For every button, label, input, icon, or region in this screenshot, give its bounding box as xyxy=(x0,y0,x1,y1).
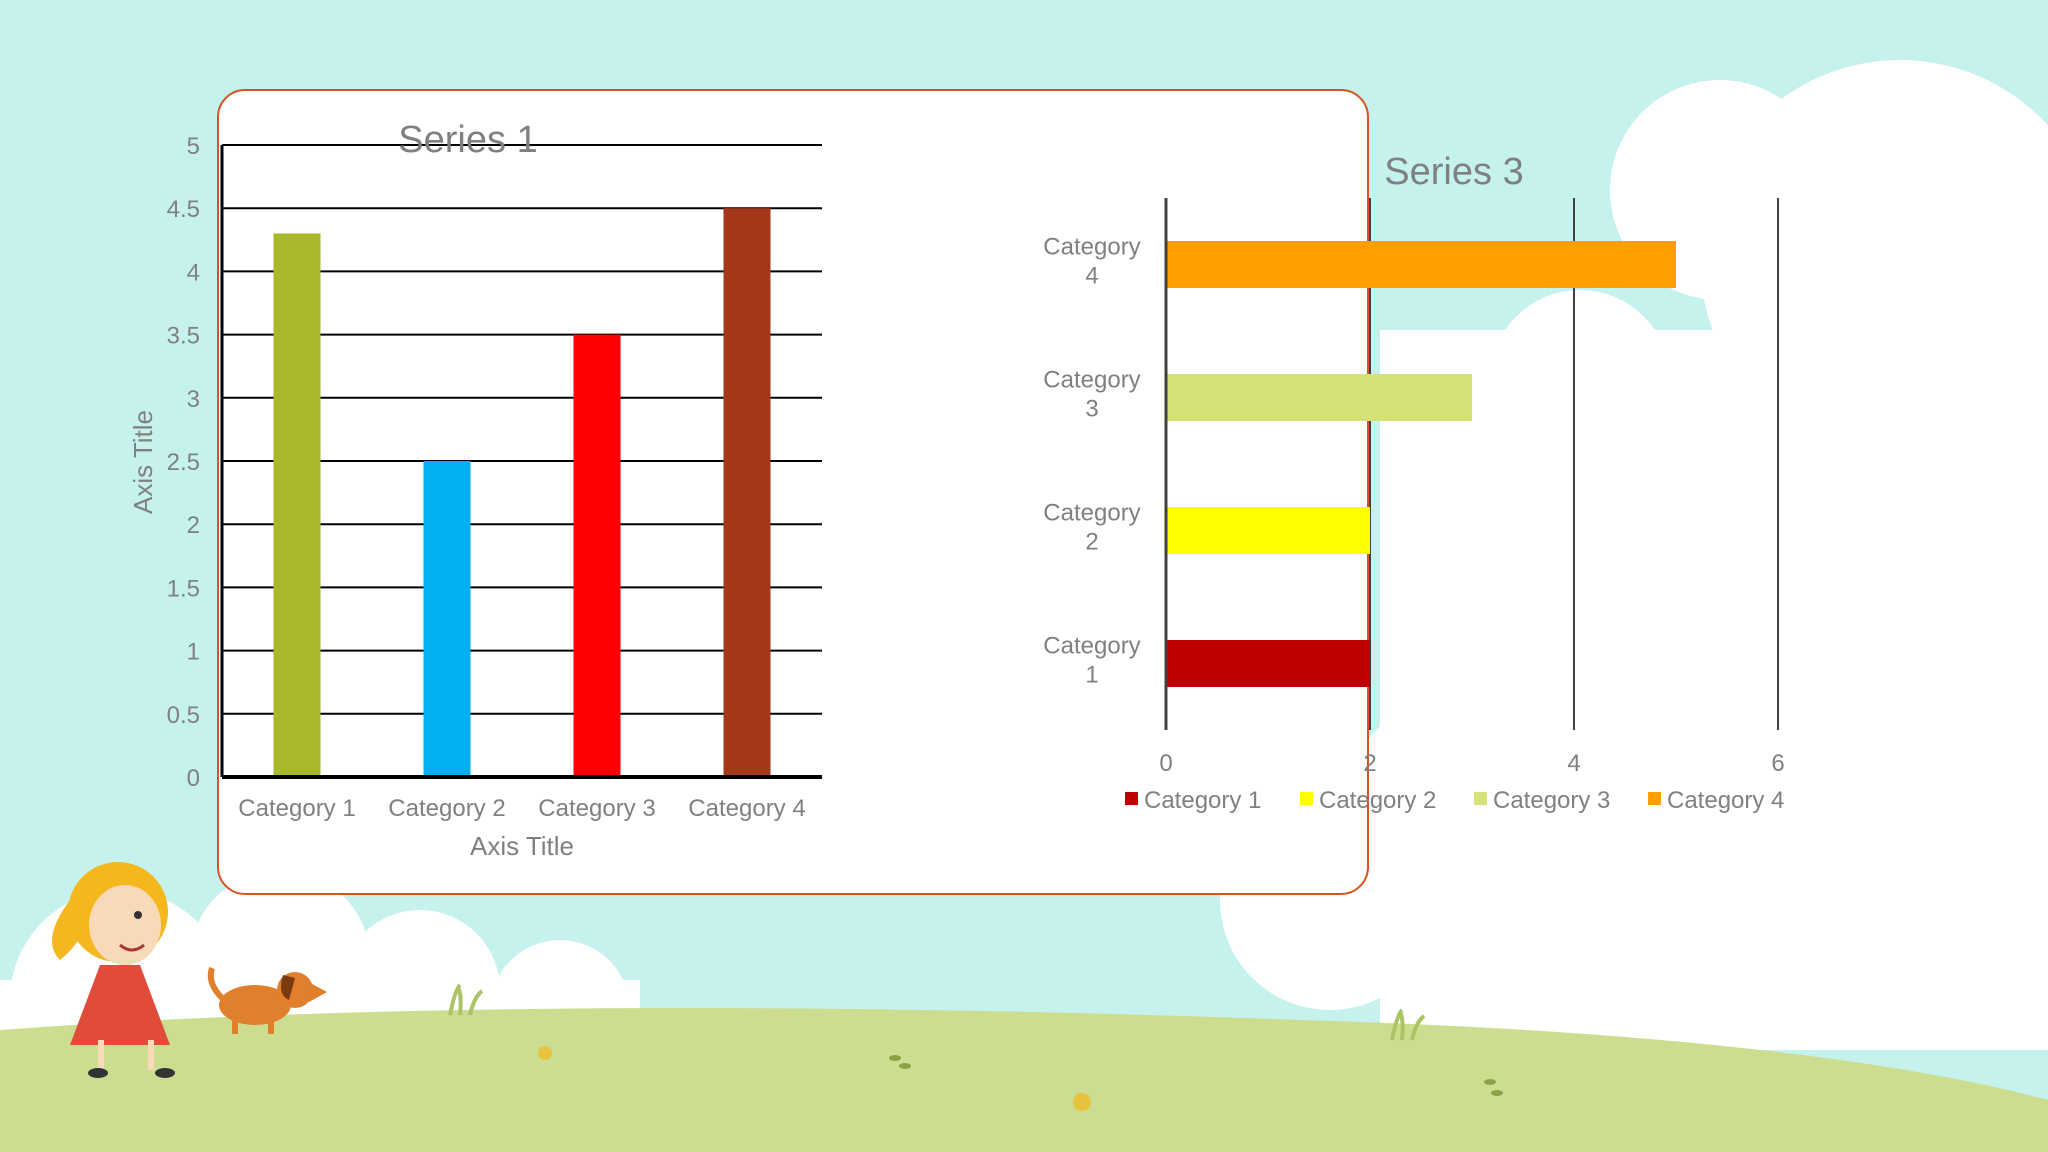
legend-label: Category 2 xyxy=(1319,787,1436,814)
x-tick-label: 6 xyxy=(1771,750,1784,777)
x-tick-label: Category 1 xyxy=(238,795,355,822)
girl-illustration xyxy=(52,862,175,1078)
leaf-decorations xyxy=(889,1055,1503,1096)
y-tick-label: 3 xyxy=(187,386,200,413)
dog-illustration xyxy=(207,967,327,1034)
y-tick-label: 2 xyxy=(187,512,200,539)
y-tick-label: 1 xyxy=(187,639,200,666)
x-axis-title: Axis Title xyxy=(470,831,574,861)
y-tick-label: 1.5 xyxy=(167,575,200,602)
y-tick-label: Category xyxy=(1043,234,1140,261)
x-tick-label: 0 xyxy=(1159,750,1172,777)
x-tick-label: Category 4 xyxy=(688,795,805,822)
bar xyxy=(273,233,321,778)
grass-tufts xyxy=(448,983,1426,1041)
gridlines xyxy=(222,144,822,715)
cloud-right xyxy=(1220,60,2048,1050)
chart-title: Series 3 xyxy=(1384,151,1523,193)
bar xyxy=(573,334,621,777)
x-tick-label: 4 xyxy=(1567,750,1580,777)
legend-swatch xyxy=(1474,792,1487,805)
bar xyxy=(723,208,771,777)
y-tick-label: 0 xyxy=(187,765,200,792)
chart-title: Series 1 xyxy=(398,119,537,161)
y-tick-labels: 0 0.5 1 1.5 2 2.5 3 3.5 4 4.5 5 xyxy=(167,133,200,792)
y-tick-label: 2 xyxy=(1085,529,1098,556)
bar xyxy=(1166,507,1370,554)
y-tick-label: 3 xyxy=(1085,396,1098,423)
chart-card xyxy=(217,89,1369,895)
x-tick-label: Category 2 xyxy=(388,795,505,822)
legend-swatch xyxy=(1125,792,1138,805)
y-tick-label: 4 xyxy=(187,259,200,286)
y-tick-label: 4.5 xyxy=(167,196,200,223)
legend: Category 1 Category 2 Category 3 Category 4 xyxy=(1125,787,1784,814)
legend-swatch xyxy=(1300,792,1313,805)
y-tick-label: 0.5 xyxy=(167,702,200,729)
y-tick-label: 1 xyxy=(1085,662,1098,689)
bars xyxy=(1166,241,1676,687)
grass-hill xyxy=(0,1008,2048,1152)
legend-label: Category 3 xyxy=(1493,787,1610,814)
y-tick-label: 4 xyxy=(1085,263,1098,290)
y-tick-label: 5 xyxy=(187,133,200,160)
bar xyxy=(423,461,471,777)
flower-decorations xyxy=(538,1046,1091,1111)
bars xyxy=(273,208,771,778)
bar xyxy=(1166,241,1676,288)
bar xyxy=(1166,374,1472,421)
y-tick-label: 3.5 xyxy=(167,323,200,350)
y-tick-label: Category xyxy=(1043,633,1140,660)
legend-swatch xyxy=(1648,792,1661,805)
y-axis-title: Axis Title xyxy=(128,410,158,514)
bar xyxy=(1166,640,1370,687)
legend-label: Category 1 xyxy=(1144,787,1261,814)
x-tick-label: Category 3 xyxy=(538,795,655,822)
x-tick-labels: 0 2 4 6 xyxy=(1159,750,1784,777)
y-tick-label: 2.5 xyxy=(167,449,200,476)
x-tick-label: 2 xyxy=(1363,750,1376,777)
x-tick-labels: Category 1 Category 2 Category 3 Category 4 xyxy=(238,795,805,822)
y-tick-label: Category xyxy=(1043,367,1140,394)
legend-label: Category 4 xyxy=(1667,787,1784,814)
y-tick-label: Category xyxy=(1043,500,1140,527)
